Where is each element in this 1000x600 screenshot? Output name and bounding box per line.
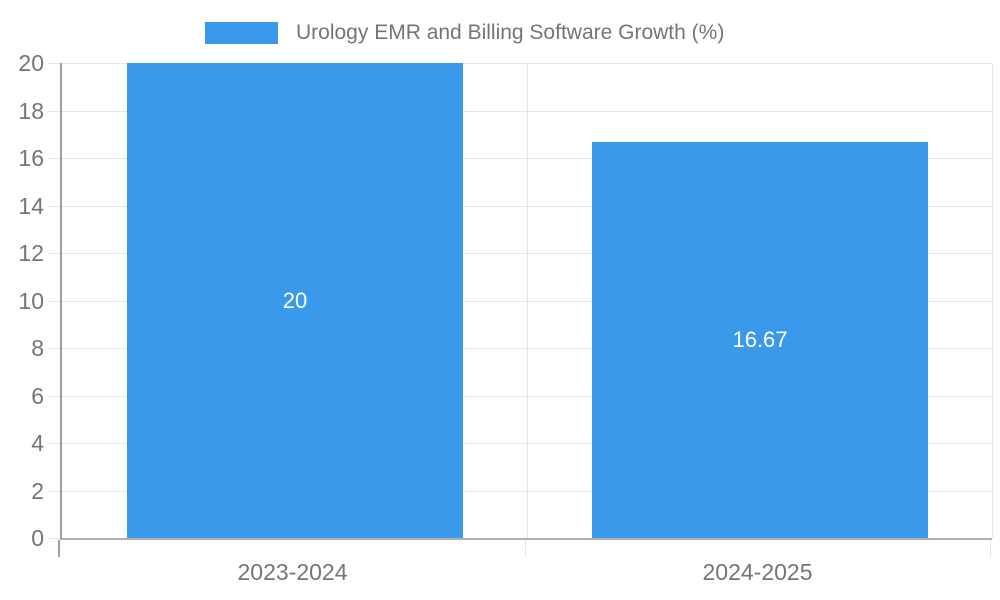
y-axis-label: 8 [31, 335, 44, 361]
y-axis-label: 4 [31, 430, 44, 456]
y-tick-mark [48, 348, 60, 349]
y-tick-mark [48, 63, 60, 64]
y-axis-label: 14 [18, 192, 44, 219]
y-axis-label: 12 [18, 240, 44, 266]
x-axis-label: 2024-2025 [702, 559, 813, 585]
y-axis-label: 20 [18, 50, 44, 76]
y-tick-mark [48, 538, 60, 539]
bar[interactable]: 20 [127, 63, 463, 538]
y-tick-mark [48, 158, 60, 159]
y-axis-label: 16 [18, 145, 44, 171]
x-tick-mark [990, 540, 991, 557]
y-axis-label: 2 [31, 477, 44, 504]
y-tick-mark [48, 490, 60, 492]
y-axis-line-tick [58, 540, 60, 557]
plot-area: 20 16.67 [60, 63, 993, 540]
y-tick-mark [48, 300, 60, 302]
y-tick-mark [48, 395, 60, 397]
y-axis-label: 10 [18, 287, 44, 314]
y-axis-label: 6 [31, 382, 44, 409]
y-tick-mark [48, 253, 60, 254]
bar[interactable]: 16.67 [592, 142, 928, 538]
bar-value-label: 20 [282, 287, 308, 313]
category-divider [992, 63, 993, 538]
y-axis-label: 18 [18, 97, 44, 124]
category-divider [527, 63, 528, 538]
y-axis-label: 0 [31, 525, 44, 551]
x-axis-label: 2023-2024 [237, 559, 348, 585]
y-tick-mark [48, 443, 60, 444]
y-tick-mark [48, 110, 60, 112]
chart-title[interactable]: Urology EMR and Billing Software Growth … [296, 21, 725, 44]
bar-value-label: 16.67 [732, 327, 788, 353]
legend-swatch[interactable] [205, 22, 278, 44]
y-tick-mark [48, 205, 60, 207]
x-tick-mark [525, 540, 526, 557]
